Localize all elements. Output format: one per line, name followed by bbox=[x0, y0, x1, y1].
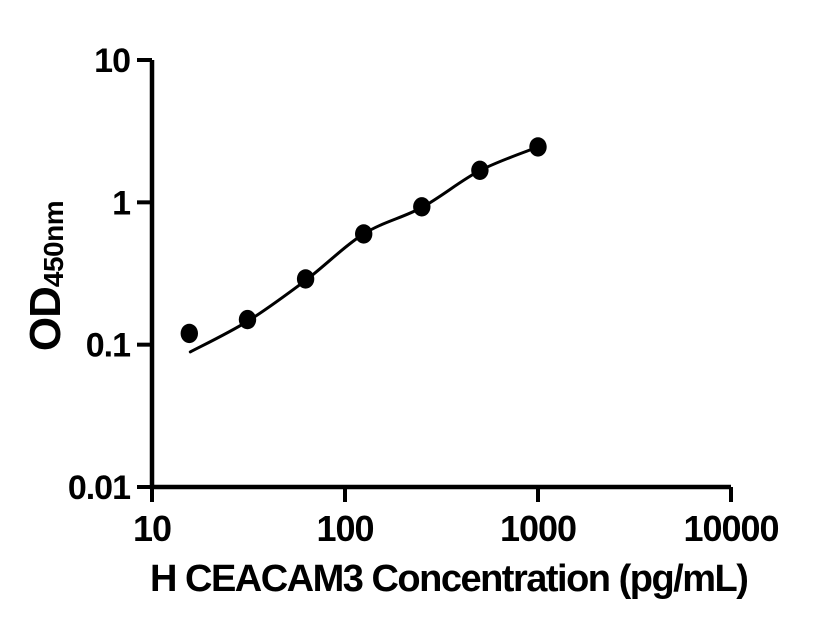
y-axis-title: OD450nm bbox=[21, 201, 71, 351]
data-point-2 bbox=[296, 269, 315, 289]
y-axis-title-sub: 450nm bbox=[38, 200, 69, 288]
x-tick-label-3: 10000 bbox=[683, 508, 778, 549]
y-axis-title-main: OD bbox=[21, 287, 70, 352]
y-tick-label-0: 10 bbox=[94, 42, 130, 80]
data-point-6 bbox=[529, 137, 547, 157]
x-tick-label-1: 100 bbox=[316, 508, 373, 549]
data-point-0 bbox=[180, 323, 198, 344]
x-tick-label-2: 1000 bbox=[500, 508, 576, 549]
data-point-5 bbox=[471, 160, 489, 180]
y-tick-label-2: 0.1 bbox=[86, 327, 130, 365]
data-point-4 bbox=[413, 197, 431, 217]
data-point-1 bbox=[238, 309, 257, 330]
y-tick-label-1: 1 bbox=[112, 184, 130, 222]
y-tick-label-3: 0.01 bbox=[68, 469, 130, 507]
x-tick-label-0: 10 bbox=[133, 508, 171, 549]
x-axis-title: H CEACAM3 Concentration (pg/mL) bbox=[150, 558, 749, 600]
axes-lines bbox=[149, 60, 731, 490]
data-point-3 bbox=[355, 224, 373, 244]
